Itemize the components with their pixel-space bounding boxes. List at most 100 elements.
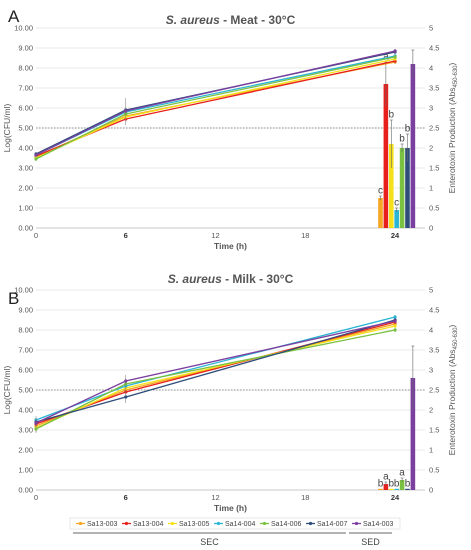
chart-title-italic: S. aureus (168, 272, 222, 286)
chart-title-rest: - Milk - 30°C (222, 272, 294, 286)
y-tick-label: 4.00 (18, 144, 33, 153)
legend-label: Sa13-003 (87, 521, 117, 528)
x-tick-label: 0 (34, 493, 38, 502)
series-line (35, 329, 396, 430)
toxin-bar-letter: a (383, 52, 389, 63)
y2-tick-label: 2 (429, 144, 433, 153)
legend: Sa13-003 Sa13-004 Sa13-005 Sa14-004 Sa14-006… (69, 517, 401, 547)
series-point (393, 324, 397, 328)
legend-label: Sa14-006 (271, 521, 301, 528)
y2-axis-label-sub: 450-630 (453, 327, 459, 350)
x-tick-label: 24 (391, 493, 400, 502)
toxin-bar (383, 84, 389, 228)
toxin-bar (394, 210, 399, 228)
toxin-bar-letter: b (399, 134, 405, 145)
group-label: SED (361, 537, 380, 547)
y-tick-label: 6.00 (18, 366, 33, 375)
toxin-bar-letter: a (383, 472, 389, 483)
x-tick-label: 24 (391, 231, 400, 240)
x-tick-label: 18 (301, 493, 309, 502)
toxin-bar (388, 488, 394, 490)
y2-tick-label: 0 (429, 224, 433, 233)
toxin-bar-letter: b (388, 110, 394, 121)
y-tick-label: 5.00 (18, 386, 33, 395)
toxin-bar (405, 488, 410, 490)
y-tick-label: 6.00 (18, 104, 33, 113)
y2-tick-label: 2.5 (429, 124, 439, 133)
chart-title: S. aureus - Milk - 30°C (168, 272, 294, 286)
legend-label: Sa14-003 (363, 521, 393, 528)
y-tick-label: 10.00 (14, 286, 33, 295)
toxin-bar (399, 480, 405, 490)
y2-axis-label-sub: 450-630 (453, 65, 459, 88)
x-tick-label: 6 (124, 493, 128, 502)
series-line (35, 323, 396, 427)
y-tick-label: 9.00 (18, 306, 33, 315)
y2-tick-label: 5 (429, 286, 433, 295)
y-tick-label: 0.00 (18, 224, 33, 233)
y-tick-label: 9.00 (18, 44, 33, 53)
y-tick-label: 3.00 (18, 426, 33, 435)
legend-box (69, 517, 401, 530)
y-tick-label: 7.00 (18, 84, 33, 93)
toxin-bar-letter: c (394, 198, 399, 209)
chart-title-italic: S. aureus (166, 13, 220, 27)
toxin-bar-letter: b (388, 478, 394, 489)
x-tick-label: 12 (211, 493, 219, 502)
series-line (35, 61, 396, 158)
y-tick-label: 0.00 (18, 486, 33, 495)
y-tick-label: 1.00 (18, 204, 33, 213)
series-line (35, 58, 396, 159)
panel-letter: A (8, 7, 20, 26)
y2-axis-label: Enterotoxin Production (Abs450-630) (447, 324, 459, 455)
x-axis-label: Time (h) (214, 503, 247, 513)
y-tick-label: 2.00 (18, 446, 33, 455)
y2-axis-label-main: Enterotoxin Production (Abs (447, 88, 457, 194)
y2-tick-label: 3 (429, 104, 433, 113)
y-tick-label: 7.00 (18, 346, 33, 355)
series-point (393, 328, 397, 332)
panel-letter: B (8, 289, 19, 308)
y-tick-label: 10.00 (14, 24, 33, 33)
toxin-bar (399, 148, 405, 228)
toxin-bar-letter: b (405, 124, 411, 135)
y-tick-label: 2.00 (18, 184, 33, 193)
toxin-bar-letter: a (399, 468, 405, 479)
legend-marker (354, 521, 359, 526)
series-point (34, 421, 38, 425)
legend-label: Sa14-004 (225, 521, 255, 528)
toxin-bar-letter: b (405, 478, 411, 489)
chart-title: S. aureus - Meat - 30°C (166, 13, 296, 27)
y2-axis-label-end: ) (447, 62, 457, 65)
x-tick-label: 6 (124, 231, 128, 240)
panel-b: B S. aureus - Milk - 30°C 0.00 1.00 2.00 3.00… (2, 272, 459, 513)
y2-tick-label: 2 (429, 406, 433, 415)
y2-tick-label: 0.5 (429, 204, 439, 213)
toxin-bar-letter: b (378, 478, 384, 489)
toxin-bar (405, 148, 410, 228)
toxin-bar (378, 488, 383, 490)
x-tick-label: 12 (211, 231, 219, 240)
series-point (393, 319, 397, 323)
series-point (393, 49, 397, 53)
toxin-bar-letter: b (394, 478, 400, 489)
y-axis-label: Log(CFU/ml) (2, 104, 12, 153)
y2-tick-label: 3 (429, 366, 433, 375)
y2-tick-label: 2.5 (429, 386, 439, 395)
y2-tick-label: 0.5 (429, 466, 439, 475)
panel-a: A S. aureus - Meat - 30°C 0.00 1.00 2.00 3.00… (2, 7, 459, 251)
y2-tick-label: 1.5 (429, 426, 439, 435)
y-tick-label: 4.00 (18, 406, 33, 415)
legend-label: Sa14-007 (317, 521, 347, 528)
series-line (35, 60, 396, 157)
series-point (124, 379, 128, 383)
y2-tick-label: 4.5 (429, 306, 439, 315)
series-point (124, 109, 128, 113)
y2-tick-label: 3.5 (429, 84, 439, 93)
legend-marker (170, 521, 175, 526)
series-point (34, 157, 38, 161)
y2-tick-label: 1 (429, 446, 433, 455)
legend-label: Sa13-004 (133, 521, 163, 528)
x-tick-label: 0 (34, 231, 38, 240)
x-tick-label: 18 (301, 231, 309, 240)
